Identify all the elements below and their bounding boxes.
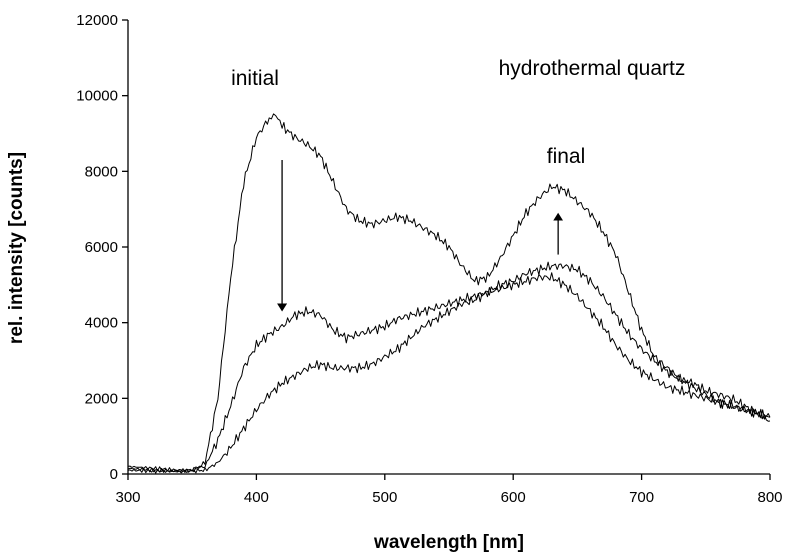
x-tick-label: 600	[501, 489, 526, 506]
y-tick-label: 12000	[76, 12, 118, 29]
y-tick-label: 10000	[76, 88, 118, 105]
annotation-hydrothermal-quartz: hydrothermal quartz	[499, 57, 686, 80]
x-tick-label: 500	[372, 489, 397, 506]
x-tick-label: 300	[115, 489, 140, 506]
annotation-initial: initial	[231, 67, 279, 90]
x-axis-label: wavelength [nm]	[373, 532, 524, 553]
x-tick-label: 800	[757, 489, 782, 506]
series-line-3	[127, 272, 771, 474]
y-tick-label: 0	[110, 466, 118, 483]
y-tick-label: 4000	[85, 315, 118, 332]
y-axis-label: rel. intensity [counts]	[6, 152, 27, 344]
axes: 0 2000 4000 6000 8000 10000 12000 300 400 500 600 7…	[76, 12, 782, 506]
x-tick-label: 700	[629, 489, 654, 506]
series-group	[127, 113, 771, 474]
y-tick-label: 2000	[85, 390, 118, 407]
series-line-2	[127, 261, 771, 473]
x-tick-label: 400	[244, 489, 269, 506]
y-tick-label: 6000	[85, 239, 118, 256]
y-tick-label: 8000	[85, 163, 118, 180]
annotation-final: final	[547, 145, 586, 168]
annotations: initial final hydrothermal quartz	[231, 57, 686, 312]
series-line-1	[127, 113, 771, 474]
